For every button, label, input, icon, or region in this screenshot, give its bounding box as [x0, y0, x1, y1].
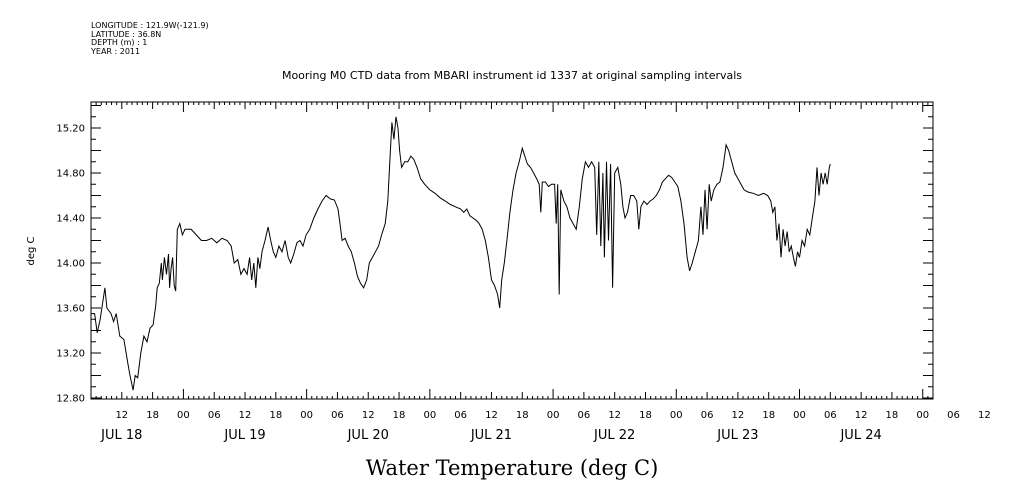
x-tick-label: 12	[978, 410, 991, 421]
x-tick-label: 06	[331, 410, 344, 421]
longitude-label: LONGITUDE : 121.9W(-121.9)	[91, 21, 209, 30]
day-label: JUL 21	[470, 428, 512, 443]
latitude-label: LATITUDE : 36.8N	[91, 29, 162, 39]
y-tick-label: 14.40	[56, 214, 85, 225]
x-tick-label: 06	[701, 410, 714, 421]
series-line-water-temperature	[91, 116, 831, 391]
x-tick-label: 18	[146, 410, 159, 421]
x-tick-label: 12	[732, 410, 745, 421]
x-tick-label: 00	[177, 410, 190, 421]
x-tick-label: 18	[269, 410, 282, 421]
y-tick-label: 15.20	[56, 124, 85, 135]
axis-ticks	[90, 102, 934, 399]
x-tick-label: 00	[670, 410, 683, 421]
x-tick-label: 00	[793, 410, 806, 421]
day-labels: JUL 18 JUL 19 JUL 20 JUL 21 JUL 22 JUL 23 JUL …	[100, 428, 882, 443]
x-tick-label: 00	[547, 410, 560, 421]
x-tick-label: 12	[608, 410, 621, 421]
day-label: JUL 22	[593, 428, 635, 443]
x-axis-label: Water Temperature (deg C)	[366, 456, 659, 480]
x-tick-label: 06	[578, 410, 591, 421]
x-tick-label: 18	[886, 410, 899, 421]
plot-frame	[90, 101, 934, 400]
day-label: JUL 20	[347, 428, 389, 443]
x-tick-label: 06	[208, 410, 221, 421]
y-tick-labels: 12.80 13.20 13.60 14.00 14.40 14.80 15.20	[56, 124, 85, 405]
chart-title: Mooring M0 CTD data from MBARI instrumen…	[282, 69, 742, 82]
day-label: JUL 23	[716, 428, 758, 443]
y-tick-label: 13.60	[56, 304, 85, 315]
x-tick-label: 12	[115, 410, 128, 421]
x-tick-label: 00	[916, 410, 929, 421]
x-tick-label: 00	[423, 410, 436, 421]
y-tick-label: 14.80	[56, 169, 85, 180]
x-tick-label: 06	[947, 410, 960, 421]
year-label: YEAR : 2011	[91, 46, 141, 56]
x-tick-label: 18	[639, 410, 652, 421]
y-tick-label: 12.80	[56, 394, 85, 405]
metadata-block: LONGITUDE : 121.9W(-121.9) LATITUDE : 36…	[91, 21, 209, 56]
day-label: JUL 19	[223, 428, 265, 443]
x-tick-label: 18	[516, 410, 529, 421]
day-label: JUL 24	[839, 428, 881, 443]
x-tick-label: 18	[393, 410, 406, 421]
x-tick-label: 12	[362, 410, 375, 421]
depth-label: DEPTH (m) : 1	[91, 38, 148, 47]
x-tick-label: 12	[239, 410, 252, 421]
x-tick-label: 06	[824, 410, 837, 421]
y-axis-label: deg C	[26, 236, 37, 265]
x-tick-label: 06	[454, 410, 467, 421]
x-tick-label: 00	[300, 410, 313, 421]
y-tick-label: 14.00	[56, 259, 85, 270]
x-tick-labels: 12 18 00 06 12 18 00 06 12 18 00 06 12 18 00 06 12 18 00 06…	[115, 410, 1009, 421]
day-label: JUL 18	[100, 428, 142, 443]
x-tick-label: 12	[485, 410, 498, 421]
y-tick-label: 13.20	[56, 349, 85, 360]
x-tick-label: 12	[855, 410, 868, 421]
x-tick-label: 18	[762, 410, 775, 421]
